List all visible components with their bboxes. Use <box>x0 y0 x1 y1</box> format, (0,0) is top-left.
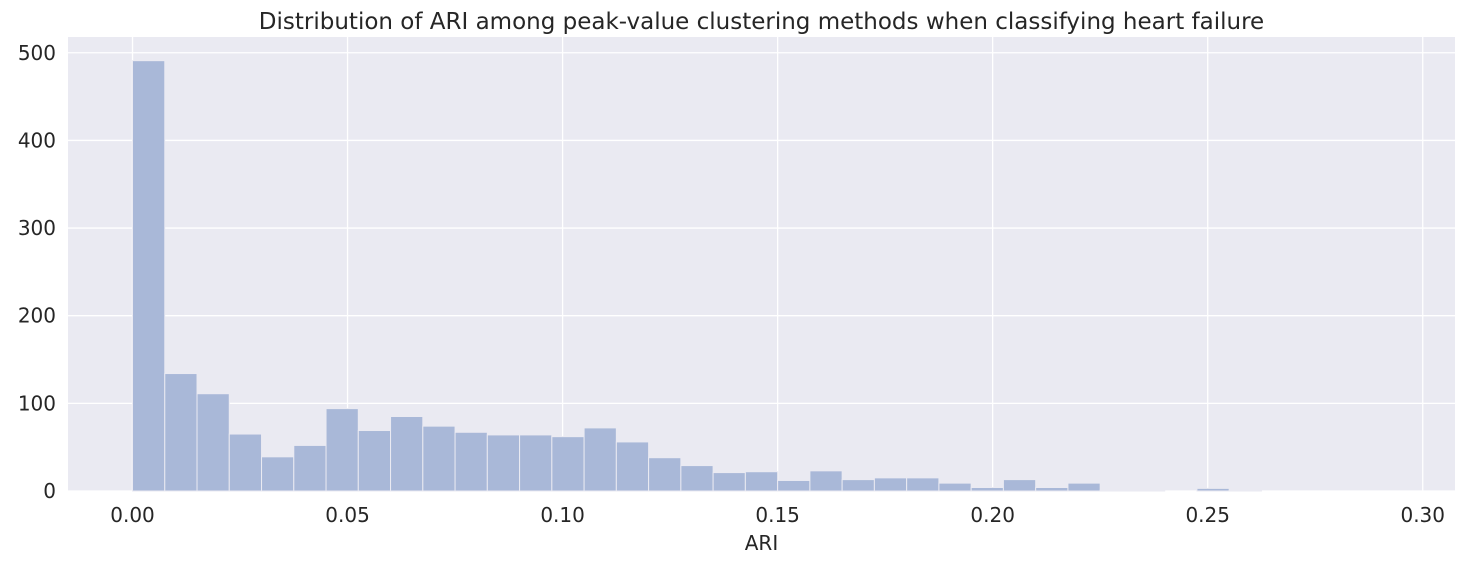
y-tick-label: 0 <box>43 479 56 503</box>
y-tick-label: 200 <box>18 304 56 328</box>
x-tick-label: 0.00 <box>110 503 155 527</box>
x-tick-label: 0.30 <box>1400 503 1445 527</box>
histogram-bar <box>1067 482 1101 492</box>
histogram-bar <box>196 393 230 492</box>
histogram-bar <box>1131 489 1166 492</box>
histogram-bar <box>357 430 392 492</box>
x-tick-label: 0.10 <box>540 503 585 527</box>
histogram-bar <box>615 441 650 492</box>
chart-title: Distribution of ARI among peak-value clu… <box>259 9 1264 35</box>
y-tick-label: 500 <box>18 41 56 65</box>
y-tick-label: 100 <box>18 391 56 415</box>
histogram-bar <box>454 431 488 492</box>
x-tick-label: 0.05 <box>325 503 370 527</box>
histogram-bar <box>422 425 456 492</box>
x-tick-label: 0.15 <box>755 503 800 527</box>
histogram-bar <box>809 470 843 492</box>
x-tick-label: 0.25 <box>1185 503 1230 527</box>
histogram-bar <box>551 436 585 492</box>
histogram-bar <box>486 434 521 492</box>
histogram-bar <box>712 472 746 492</box>
y-tick-label: 400 <box>18 128 56 152</box>
histogram-bar <box>873 477 908 492</box>
histogram-bar <box>1035 486 1069 492</box>
histogram-bar <box>1002 479 1037 492</box>
histogram-bar <box>906 477 940 492</box>
histogram-bar <box>293 444 327 492</box>
histogram-bar <box>648 457 682 492</box>
histogram-bar <box>938 482 972 492</box>
y-axis-ticks: 0 100 200 300 400 500 <box>18 41 56 503</box>
histogram-bar <box>841 479 875 492</box>
histogram-bar <box>132 60 166 492</box>
y-tick-label: 300 <box>18 216 56 240</box>
x-tick-label: 0.20 <box>970 503 1015 527</box>
histogram-bar <box>744 471 779 492</box>
x-axis-label: ARI <box>745 531 778 555</box>
histogram-bar <box>970 486 1004 492</box>
histogram-bar <box>519 434 553 492</box>
histogram-bar <box>1099 489 1133 492</box>
histogram-bars <box>132 60 1262 492</box>
histogram-bar <box>164 373 198 492</box>
histogram-bar <box>261 456 295 492</box>
histogram-bar <box>583 427 617 492</box>
histogram-bar <box>777 479 811 492</box>
plot-area <box>68 37 1455 491</box>
histogram-bar <box>325 408 359 492</box>
histogram-bar <box>1196 487 1230 492</box>
grid-lines <box>68 37 1455 492</box>
histogram-bar <box>228 433 263 492</box>
histogram-bar <box>1228 489 1262 492</box>
histogram-bar <box>390 416 424 492</box>
histogram-bar <box>680 465 714 492</box>
x-axis-ticks: 0.00 0.05 0.10 0.15 0.20 0.25 0.30 <box>110 503 1445 527</box>
